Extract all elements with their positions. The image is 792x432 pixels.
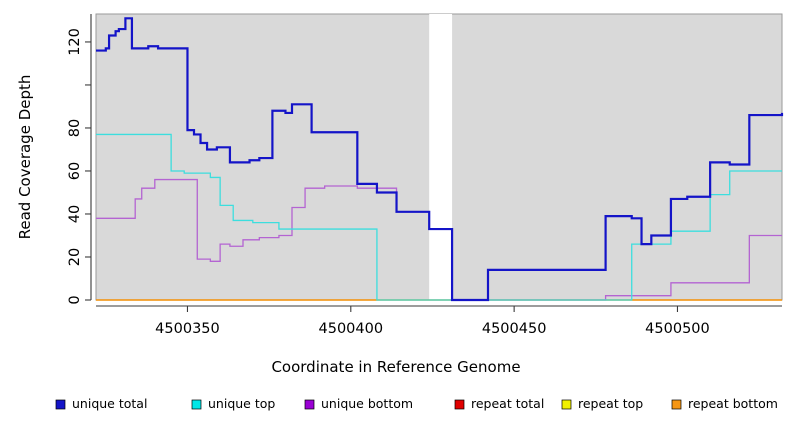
- y-axis-title: Read Coverage Depth: [16, 75, 34, 240]
- legend-swatch-unique-top: [191, 399, 202, 410]
- y-tick-label: 60: [67, 162, 83, 180]
- coverage-gap-region: [429, 14, 453, 300]
- plot-panel: [95, 13, 783, 301]
- legend-swatch-repeat-total: [454, 399, 465, 410]
- x-axis-title: Coordinate in Reference Genome: [271, 358, 520, 376]
- legend-label-unique-total: unique total: [72, 396, 147, 411]
- y-axis: 0 20 40 60 80 120: [67, 14, 92, 305]
- chart-legend: unique total unique top unique bottom repea…: [55, 396, 778, 411]
- y-tick-label: 20: [67, 248, 83, 266]
- legend-swatch-unique-bottom: [304, 399, 315, 410]
- x-axis: 4500350 4500400 4500450 4500500: [96, 305, 782, 337]
- series-unique-top: [96, 133, 782, 301]
- legend-label-repeat-bottom: repeat bottom: [688, 396, 778, 411]
- legend-label-repeat-top: repeat top: [578, 396, 643, 411]
- legend-label-unique-bottom: unique bottom: [321, 396, 413, 411]
- legend-swatch-repeat-top: [561, 399, 572, 410]
- legend-swatch-repeat-bottom: [671, 399, 682, 410]
- x-tick-label: 4500500: [645, 321, 710, 337]
- y-tick-label: 40: [67, 205, 83, 223]
- series-group: [96, 17, 784, 302]
- x-tick-label: 4500400: [319, 321, 384, 337]
- y-tick-label: 80: [67, 119, 83, 137]
- y-tick-label: 0: [67, 295, 83, 304]
- y-tick-label: 120: [67, 28, 83, 56]
- series-unique-total: [96, 17, 784, 302]
- legend-label-unique-top: unique top: [208, 396, 275, 411]
- series-unique-bottom: [96, 178, 782, 301]
- legend-label-repeat-total: repeat total: [471, 396, 544, 411]
- x-tick-label: 4500450: [482, 321, 547, 337]
- legend-swatch-unique-total: [55, 399, 66, 410]
- x-tick-label: 4500350: [155, 321, 220, 337]
